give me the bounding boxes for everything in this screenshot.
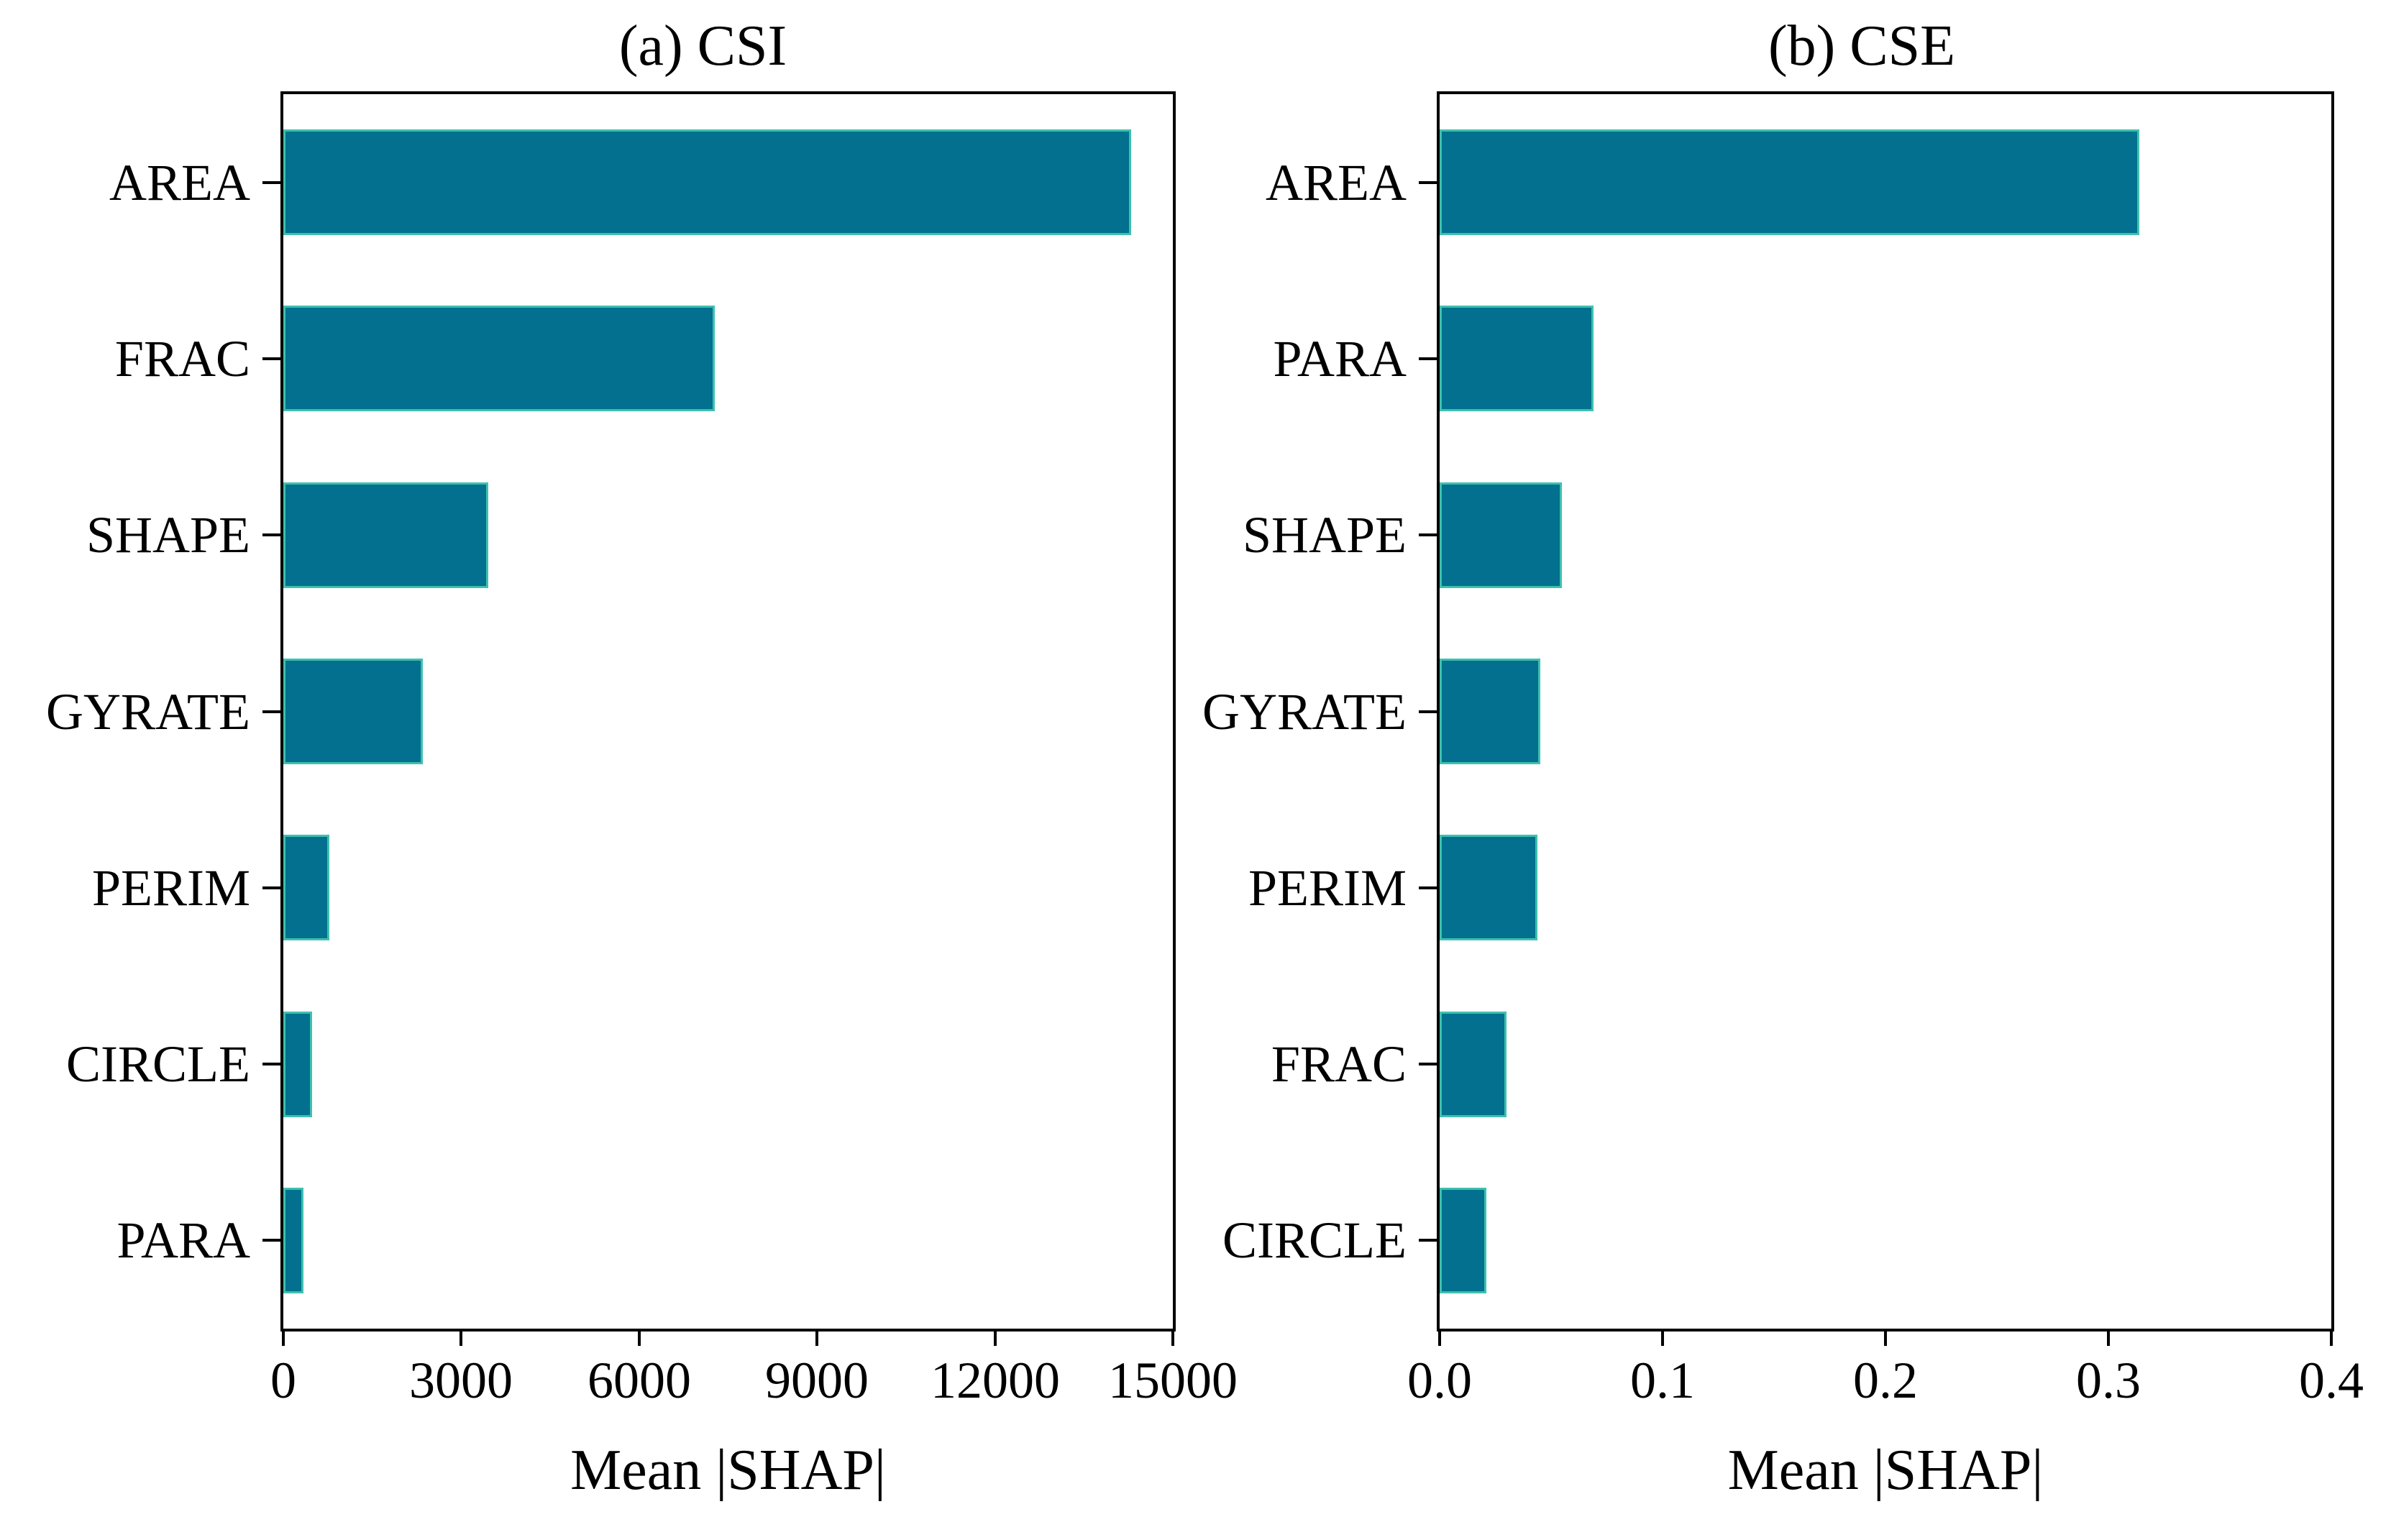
bar-shape — [283, 482, 488, 588]
bar-circle — [283, 1012, 312, 1117]
y-tick-label-circle: CIRCLE — [65, 1035, 250, 1093]
bar-perim — [283, 835, 329, 940]
bar-gyrate — [1440, 659, 1540, 764]
y-tick-label-gyrate: GYRATE — [1202, 683, 1407, 741]
x-tick-0.1 — [1661, 1332, 1664, 1346]
y-tick-para — [1419, 357, 1437, 360]
x-tick-0.0 — [1438, 1332, 1441, 1346]
x-tick-0.4 — [2330, 1332, 2333, 1346]
x-tick-0.3 — [2107, 1332, 2110, 1346]
bar-frac — [1440, 1012, 1507, 1117]
chart-title-cse: (b) CSE — [1768, 14, 1955, 78]
y-tick-label-frac: FRAC — [114, 330, 250, 388]
chart-title-csi: (a) CSI — [618, 14, 787, 78]
bar-perim — [1440, 835, 1537, 940]
x-tick-6000 — [638, 1332, 641, 1346]
x-axis-label-csi: Mean |SHAP| — [570, 1439, 886, 1502]
y-tick-circle — [1419, 1239, 1437, 1242]
x-tick-label-9000: 9000 — [765, 1352, 869, 1409]
x-tick-label-3000: 3000 — [409, 1352, 513, 1409]
y-tick-gyrate — [262, 710, 280, 713]
x-tick-label-0.4: 0.4 — [2299, 1352, 2364, 1409]
x-tick-label-6000: 6000 — [588, 1352, 691, 1409]
y-tick-area — [262, 181, 280, 184]
y-tick-area — [1419, 181, 1437, 184]
x-tick-12000 — [994, 1332, 997, 1346]
y-tick-label-area: AREA — [109, 154, 250, 211]
bar-area — [283, 129, 1131, 235]
x-tick-label-0: 0 — [270, 1352, 296, 1409]
bar-circle — [1440, 1188, 1486, 1293]
x-tick-9000 — [815, 1332, 818, 1346]
y-tick-label-perim: PERIM — [1248, 859, 1407, 917]
x-tick-label-0.3: 0.3 — [2076, 1352, 2141, 1409]
y-tick-label-perim: PERIM — [91, 859, 250, 917]
y-tick-perim — [1419, 886, 1437, 889]
x-tick-label-15000: 15000 — [1108, 1352, 1238, 1409]
x-tick-3000 — [460, 1332, 462, 1346]
y-tick-perim — [262, 886, 280, 889]
y-tick-frac — [262, 357, 280, 360]
plot-area-cse — [1437, 91, 2334, 1332]
y-tick-label-gyrate: GYRATE — [46, 683, 250, 741]
x-tick-label-0.0: 0.0 — [1407, 1352, 1472, 1409]
y-tick-shape — [262, 533, 280, 536]
y-tick-para — [262, 1239, 280, 1242]
y-tick-label-para: PARA — [116, 1211, 250, 1269]
x-tick-0 — [282, 1332, 285, 1346]
bar-shape — [1440, 482, 1562, 588]
y-tick-circle — [262, 1063, 280, 1065]
y-tick-shape — [1419, 533, 1437, 536]
y-tick-label-shape: SHAPE — [1242, 506, 1407, 564]
bar-para — [1440, 306, 1594, 411]
x-tick-15000 — [1171, 1332, 1174, 1346]
bar-area — [1440, 129, 2139, 235]
x-tick-label-0.1: 0.1 — [1630, 1352, 1695, 1409]
x-axis-label-cse: Mean |SHAP| — [1727, 1439, 2044, 1502]
bar-gyrate — [283, 659, 423, 764]
x-tick-label-0.2: 0.2 — [1853, 1352, 1918, 1409]
plot-area-csi — [280, 91, 1176, 1332]
bar-frac — [283, 306, 715, 411]
x-tick-label-12000: 12000 — [931, 1352, 1060, 1409]
y-tick-label-shape: SHAPE — [86, 506, 250, 564]
x-tick-0.2 — [1884, 1332, 1887, 1346]
y-tick-label-frac: FRAC — [1271, 1035, 1407, 1093]
y-tick-label-area: AREA — [1266, 154, 1407, 211]
y-tick-gyrate — [1419, 710, 1437, 713]
y-tick-frac — [1419, 1063, 1437, 1065]
y-tick-label-para: PARA — [1273, 330, 1407, 388]
y-tick-label-circle: CIRCLE — [1222, 1211, 1407, 1269]
bar-para — [283, 1188, 303, 1293]
